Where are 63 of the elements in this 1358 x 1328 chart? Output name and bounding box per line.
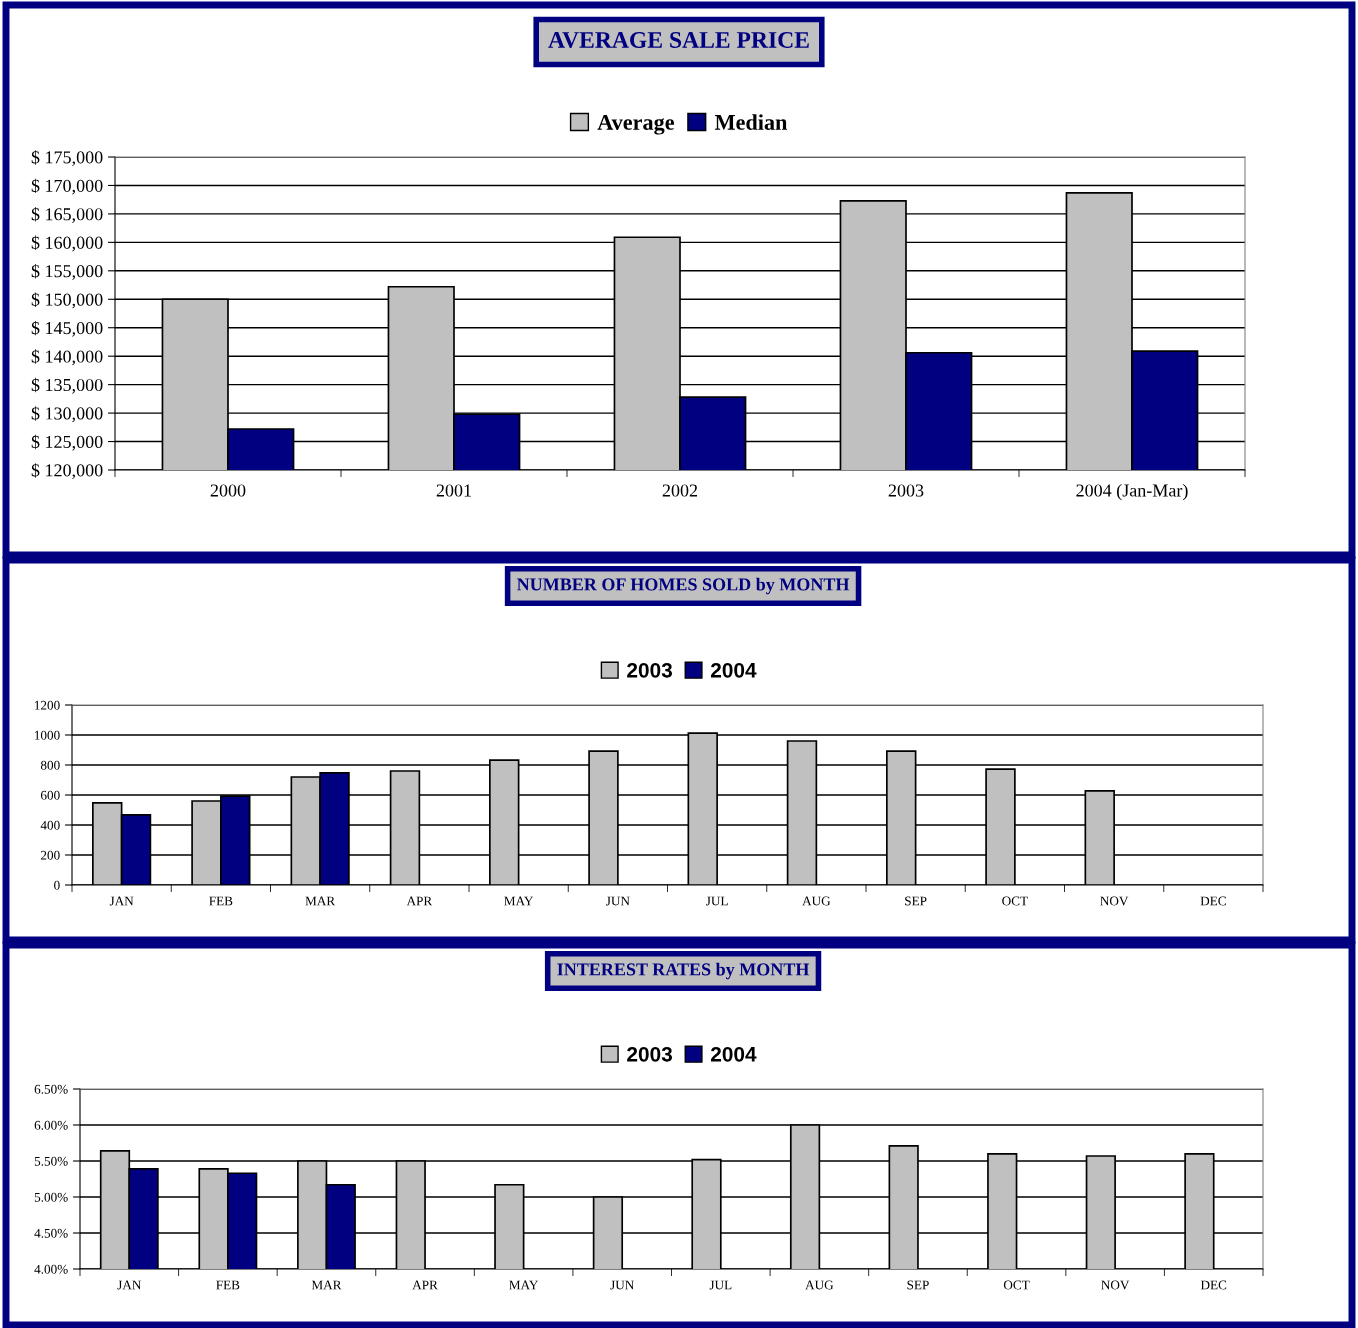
- x-tick-label: MAR: [305, 896, 336, 906]
- x-tick-label: OCT: [1002, 896, 1028, 906]
- x-tick-label: MAR: [311, 1280, 342, 1290]
- x-tick-label: JAN: [117, 1280, 142, 1290]
- y-tick-label: 0: [54, 880, 60, 890]
- y-tick-label: 4.00%: [34, 1264, 68, 1274]
- x-tick-label: AUG: [805, 1280, 834, 1290]
- x-tick-label: JUN: [606, 896, 630, 906]
- x-tick-label: JUL: [706, 896, 728, 906]
- x-tick-label: OCT: [1003, 1280, 1030, 1290]
- y-tick-label: 4.50%: [34, 1228, 68, 1238]
- x-tick-label: JUN: [610, 1280, 634, 1290]
- x-tick-label: 2001: [436, 484, 471, 497]
- legend-label: Median: [714, 114, 788, 130]
- y-tick-label: $ 150,000: [31, 292, 103, 309]
- x-tick-label: FEB: [209, 896, 233, 906]
- y-tick-label: 800: [40, 760, 60, 770]
- y-tick-label: 600: [40, 790, 60, 800]
- x-tick-label: 2000: [210, 484, 246, 497]
- y-tick-label: $ 155,000: [31, 264, 103, 280]
- y-tick-label: $ 160,000: [31, 235, 103, 252]
- y-tick-label: $ 120,000: [31, 463, 103, 480]
- x-tick-label: DEC: [1200, 1280, 1227, 1290]
- x-tick-label: AUG: [802, 896, 831, 906]
- y-tick-label: 1000: [34, 730, 60, 740]
- legend-label: 2003: [627, 1046, 672, 1062]
- y-tick-label: 5.50%: [34, 1156, 68, 1166]
- y-tick-label: 400: [40, 820, 60, 830]
- x-tick-label: 2002: [662, 484, 698, 497]
- y-tick-label: $ 135,000: [31, 377, 103, 394]
- legend-label: 2004: [710, 662, 757, 678]
- x-tick-label: FEB: [216, 1280, 240, 1290]
- legend-label: 2003: [627, 662, 672, 678]
- x-tick-label: NOV: [1100, 896, 1129, 906]
- y-tick-label: $ 165,000: [31, 207, 103, 223]
- chart-title: NUMBER OF HOMES SOLD by MONTH: [516, 577, 850, 595]
- x-tick-label: 2004 (Jan-Mar): [1076, 483, 1188, 501]
- y-tick-label: $ 125,000: [31, 434, 103, 451]
- y-tick-label: $ 130,000: [31, 406, 103, 423]
- x-tick-label: 2003: [888, 484, 924, 497]
- legend-label: 2004: [710, 1046, 757, 1062]
- x-tick-label: JAN: [109, 896, 134, 906]
- y-tick-label: $ 145,000: [31, 320, 103, 337]
- x-tick-label: MAY: [504, 896, 534, 906]
- chart-title: AVERAGE SALE PRICE: [548, 32, 809, 49]
- x-tick-label: SEP: [905, 896, 927, 906]
- x-tick-label: SEP: [907, 1280, 929, 1290]
- y-tick-label: 5.00%: [34, 1192, 68, 1202]
- y-tick-label: $ 140,000: [31, 349, 103, 366]
- y-tick-label: 6.50%: [34, 1084, 68, 1094]
- x-tick-label: MAY: [509, 1280, 539, 1290]
- y-tick-label: 200: [40, 850, 60, 860]
- x-tick-label: NOV: [1101, 1280, 1130, 1290]
- y-tick-label: 1200: [34, 700, 60, 710]
- y-tick-label: $ 170,000: [31, 178, 103, 195]
- x-tick-label: JUL: [709, 1280, 732, 1290]
- chart-title: INTEREST RATES by MONTH: [557, 962, 810, 980]
- y-tick-label: 6.00%: [34, 1120, 68, 1130]
- x-tick-label: APR: [412, 1280, 438, 1290]
- x-tick-label: APR: [406, 896, 433, 906]
- y-tick-label: $ 175,000: [31, 150, 103, 167]
- legend-label: Average: [597, 114, 674, 135]
- x-tick-label: DEC: [1200, 896, 1226, 906]
